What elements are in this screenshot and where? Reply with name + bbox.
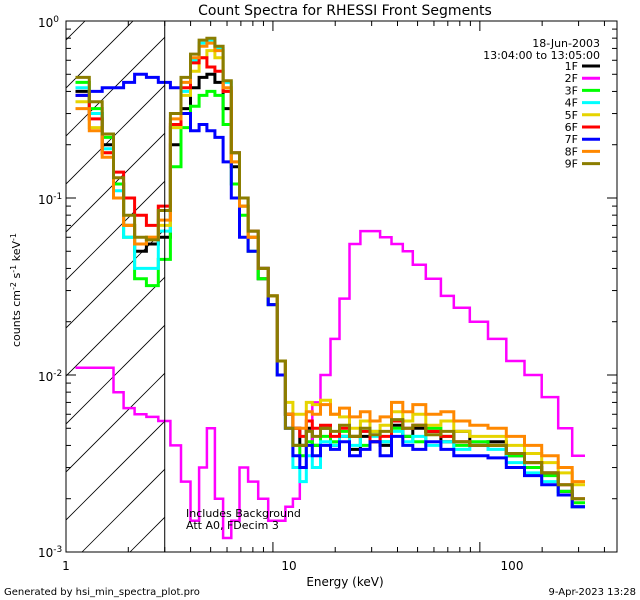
y-axis-label: counts cm-2 s-1 keV-1 (9, 233, 23, 347)
legend-label-2f: 2F (565, 72, 578, 85)
attenuator-hatched-region (66, 21, 165, 552)
svg-text:counts cm-2 s-1 keV-1: counts cm-2 s-1 keV-1 (9, 233, 23, 347)
legend-label-9f: 9F (565, 158, 578, 171)
hatch-line (66, 132, 165, 233)
footer-generator: Generated by hsi_min_spectra_plot.pro (4, 587, 200, 598)
x-tick-label: 100 (501, 559, 524, 573)
series-line-9f (75, 36, 585, 501)
legend-label-3f: 3F (565, 84, 578, 97)
hatch-line (66, 36, 165, 137)
y-tick-label-1e0: 100 (38, 15, 59, 30)
series-layer (75, 36, 585, 540)
x-axis-label: Energy (keV) (306, 575, 383, 589)
hatch-line (66, 420, 165, 521)
y-tick-label-1e-3: 10-3 (38, 545, 62, 560)
legend-label-6f: 6F (565, 121, 578, 134)
legend-label-5f: 5F (565, 109, 578, 122)
hatch-line (66, 228, 165, 329)
series-line-2f (75, 229, 585, 540)
x-axis-ticks (65, 21, 605, 552)
footer-date: 9-Apr-2023 13:28 (549, 587, 636, 598)
series-line-5f (75, 49, 585, 487)
y-tick-labels: 100 10-1 10-2 10-3 (38, 15, 62, 560)
legend-label-7f: 7F (565, 133, 578, 146)
chart-title: Count Spectra for RHESSI Front Segments (198, 3, 492, 19)
date-label: 18-Jun-2003 (532, 37, 600, 50)
time-range-label: 13:04:00 to 13:05:00 (483, 49, 600, 62)
series-line-7f (75, 72, 585, 509)
hatch-line (66, 21, 134, 89)
x-tick-label: 1 (62, 559, 70, 573)
attenuator-note: Att A0, FDecim 3 (186, 519, 279, 532)
series-line-3f (75, 80, 585, 505)
legend-label-1f: 1F (565, 60, 578, 73)
legend-label-4f: 4F (565, 97, 578, 110)
series-line-8f (75, 41, 585, 484)
y-tick-label-1e-1: 10-1 (38, 192, 62, 207)
hatch-line (129, 516, 165, 552)
x-tick-label: 10 (281, 559, 296, 573)
x-tick-labels: 1 10 100 (62, 559, 523, 573)
hatch-line (66, 372, 165, 473)
hatch-line (66, 180, 165, 281)
plot-frame (65, 20, 618, 553)
background-note: Includes Background (186, 507, 301, 520)
legend-label-8f: 8F (565, 145, 578, 158)
y-axis-ticks (66, 20, 617, 553)
y-tick-label-1e-2: 10-2 (38, 369, 62, 384)
